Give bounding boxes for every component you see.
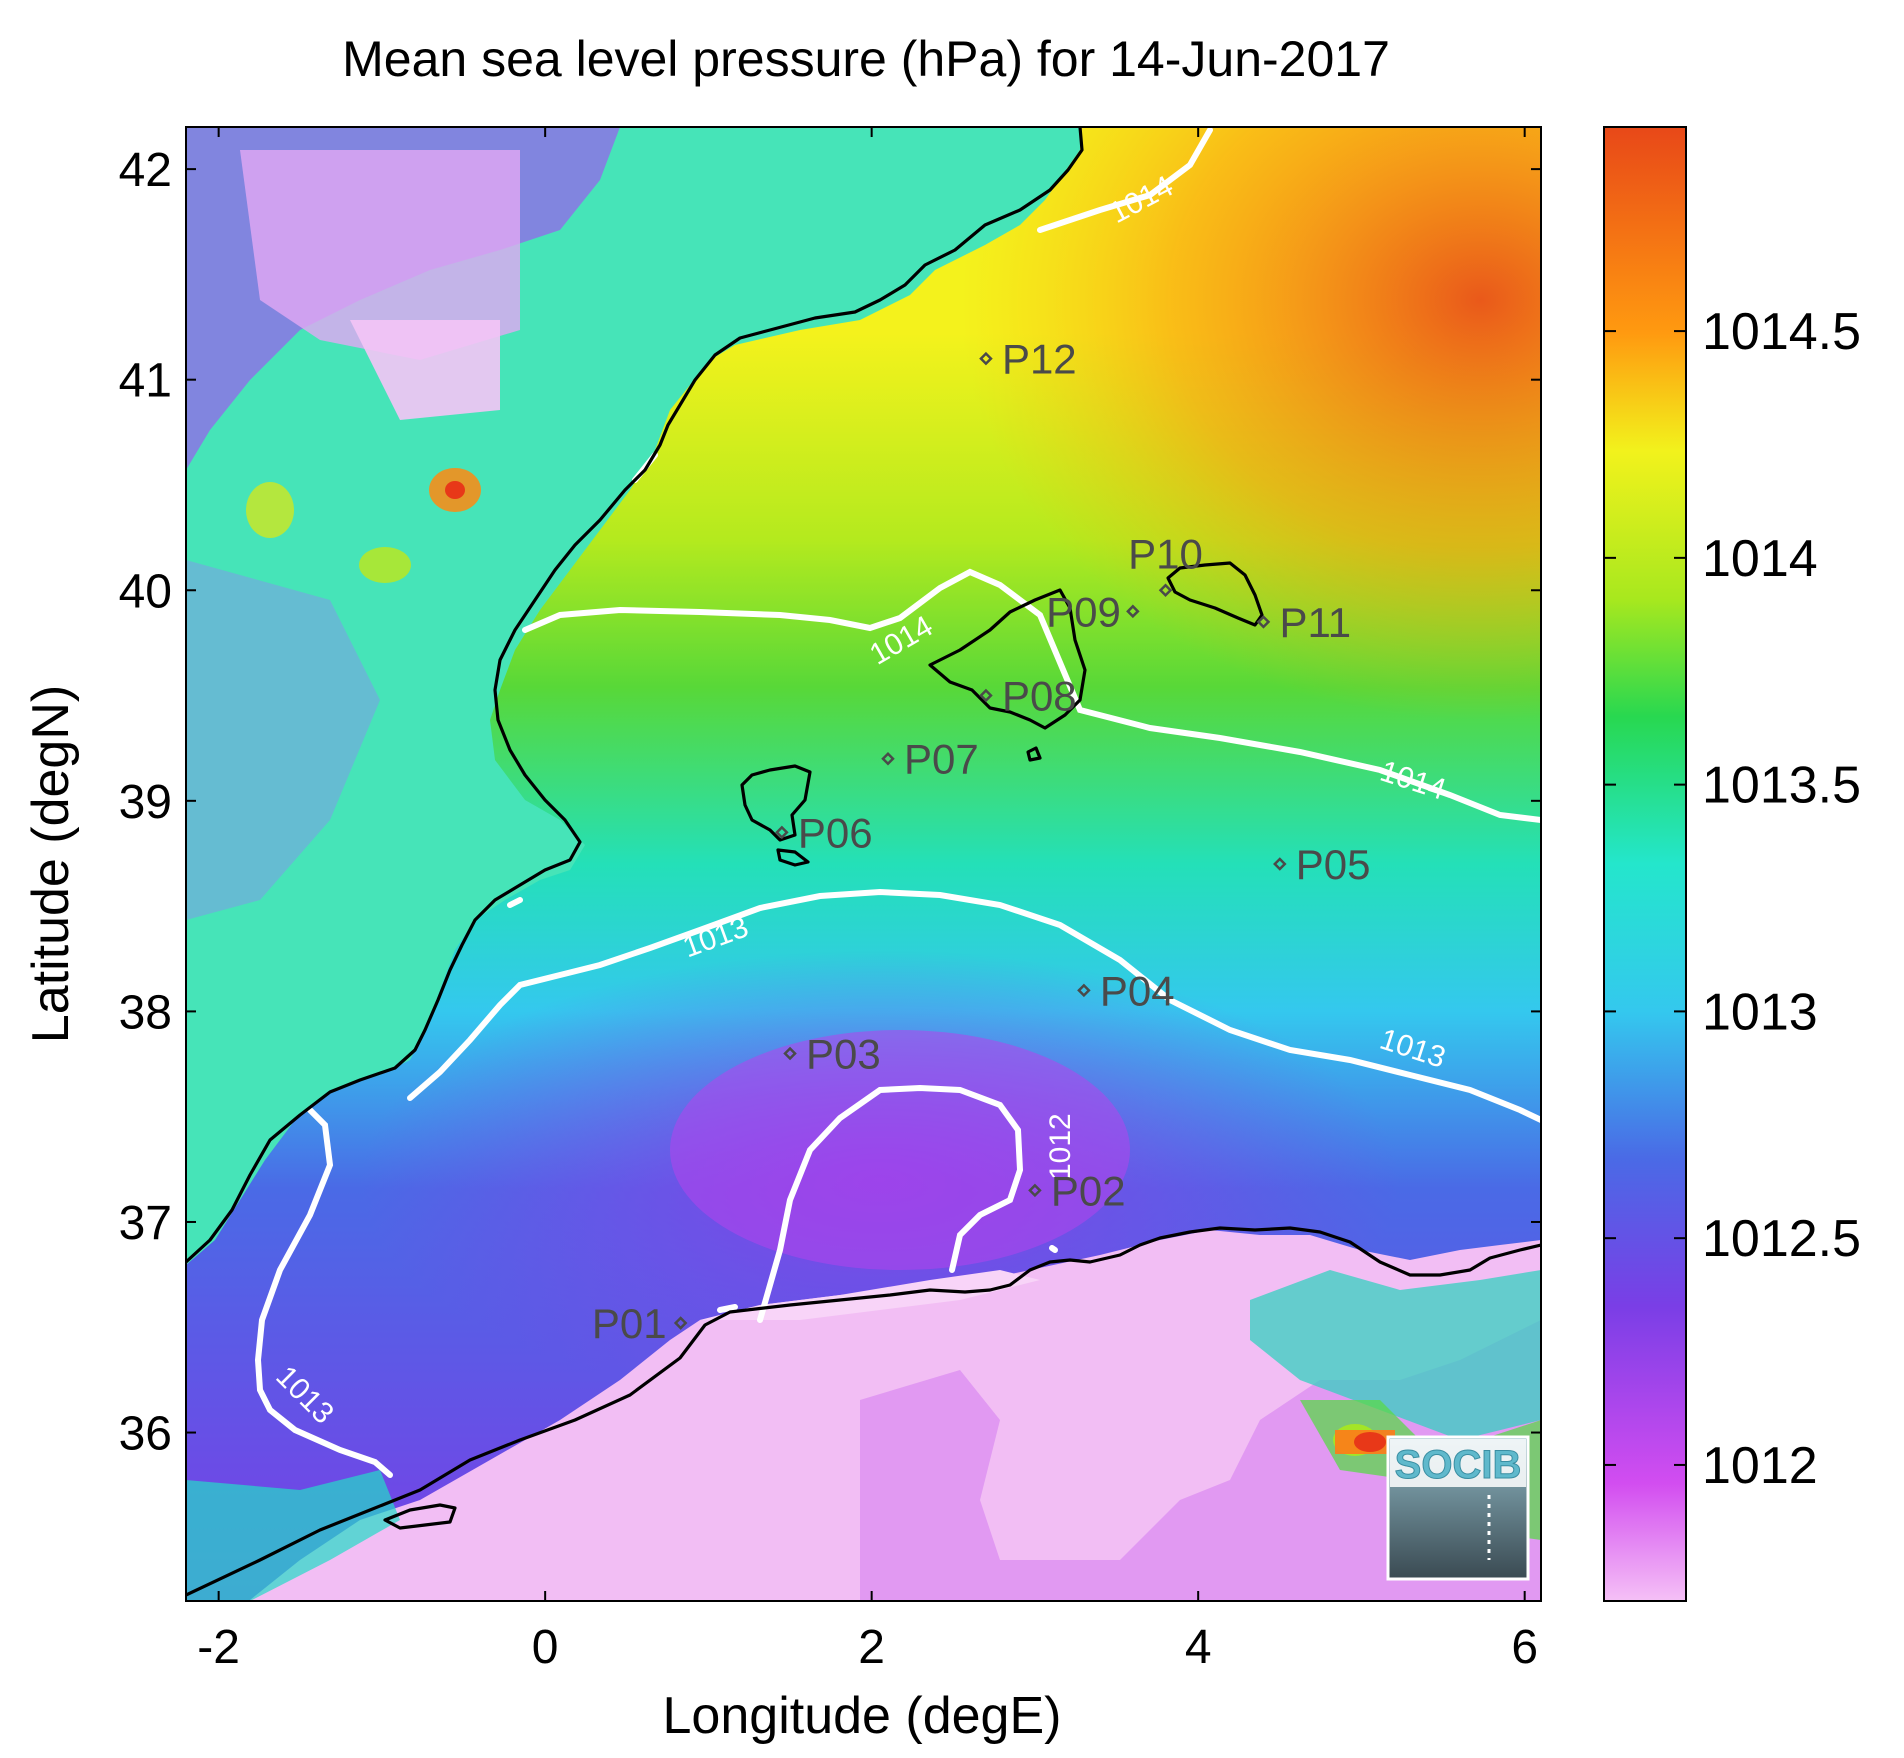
station-label-p10: P10 (1128, 530, 1203, 577)
y-tick-label: 41 (119, 355, 172, 408)
station-label-p02: P02 (1051, 1167, 1126, 1214)
station-marker-p09 (1126, 604, 1140, 619)
y-tick-label: 42 (119, 144, 172, 197)
station-marker-p05 (1273, 857, 1287, 871)
colorbar-tick-label: 1014 (1702, 530, 1818, 588)
y-tick-label: 38 (119, 986, 172, 1039)
contour-label: 1012 (1044, 1113, 1077, 1180)
y-tick-label: 36 (119, 1408, 172, 1461)
chart-title: Mean sea level pressure (hPa) for 14-Jun… (342, 31, 1390, 87)
socib-logo: SOCIB (1386, 1435, 1530, 1581)
station-marker-p10 (1158, 583, 1173, 598)
y-axis-ticks: 36 37 38 39 40 41 42 (119, 144, 1541, 1461)
colorbar-tick-label: 1012.5 (1702, 1210, 1861, 1268)
x-axis-label: Longitude (degE) (663, 1687, 1062, 1745)
station-label-p03: P03 (806, 1031, 881, 1078)
colorbar-tick-label: 1013.5 (1702, 757, 1861, 815)
colorbar: 1012 1012.5 1013 1013.5 1014 1014.5 (1603, 126, 1861, 1602)
station-label-p08: P08 (1002, 673, 1077, 720)
station-label-p11: P11 (1279, 599, 1351, 646)
station-marker-p12 (979, 351, 993, 366)
station-label-p06: P06 (798, 809, 873, 856)
colorbar-tick-label: 1014.5 (1702, 303, 1861, 361)
y-axis-label: Latitude (degN) (22, 685, 80, 1043)
station-marker-p11 (1256, 615, 1271, 629)
colorbar-tick-label: 1013 (1702, 983, 1818, 1041)
station-label-p12: P12 (1002, 336, 1077, 383)
pressure-field (186, 127, 1541, 1601)
station-label-p01: P01 (592, 1300, 667, 1347)
x-tick-label: 4 (1185, 1621, 1212, 1674)
station-marker-p08 (979, 688, 993, 703)
y-tick-label: 39 (119, 776, 172, 829)
x-axis-ticks: -2 0 2 4 6 (197, 127, 1538, 1674)
station-label-p07: P07 (904, 736, 979, 783)
station-marker-p02 (1028, 1183, 1042, 1198)
logo-text: SOCIB (1395, 1443, 1522, 1487)
y-tick-label: 37 (119, 1197, 172, 1250)
station-marker-p01 (673, 1316, 688, 1330)
x-tick-label: 2 (858, 1621, 885, 1674)
station-label-p05: P05 (1296, 841, 1371, 888)
station-marker-p03 (783, 1046, 797, 1061)
station-marker-p06 (775, 825, 789, 840)
colorbar-gradient (1603, 126, 1687, 1602)
plot-frame (185, 126, 1542, 1602)
station-label-p09: P09 (1046, 588, 1121, 635)
station-marker-p07 (881, 751, 895, 766)
x-tick-label: -2 (197, 1621, 240, 1674)
colorbar-tick-label: 1012 (1702, 1437, 1818, 1495)
y-tick-label: 40 (119, 565, 172, 618)
coastlines (186, 127, 1541, 1597)
station-label-p04: P04 (1100, 967, 1175, 1014)
colorbar-ticks: 1012 1012.5 1013 1013.5 1014 1014.5 (1604, 303, 1861, 1495)
x-tick-label: 0 (532, 1621, 559, 1674)
station-marker-p04 (1077, 983, 1091, 998)
x-tick-label: 6 (1511, 1621, 1538, 1674)
